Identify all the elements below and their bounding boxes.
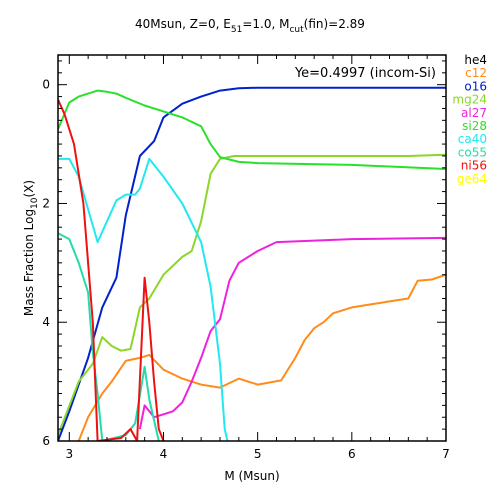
- x-tick-label: 6: [348, 447, 356, 461]
- series-line-ni56: [58, 99, 165, 441]
- legend-item-ni56: ni56: [461, 159, 487, 173]
- legend-item-he4: he4: [464, 53, 487, 67]
- y-tick-label: 4: [42, 315, 50, 329]
- legend-item-o16: o16: [464, 79, 487, 93]
- series-line-mg24: [58, 153, 446, 436]
- legend-item-co55: co55: [458, 145, 487, 159]
- series-line-co55: [58, 232, 160, 441]
- series-line-c12: [77, 273, 446, 441]
- legend-item-ca40: ca40: [458, 132, 487, 146]
- x-tick-label: 3: [65, 447, 73, 461]
- series-line-si28: [58, 89, 446, 170]
- legend-item-si28: si28: [462, 119, 487, 133]
- legend-item-mg24: mg24: [452, 93, 487, 107]
- legend-item-c12: c12: [465, 66, 487, 80]
- ticks-layer: 3 4 5 6 7 0 2 4 6: [42, 55, 450, 461]
- y-tick-label: 2: [42, 196, 50, 210]
- x-axis-label: M (Msun): [224, 469, 279, 483]
- legend-item-al27: al27: [461, 106, 487, 120]
- series-layer: [58, 86, 446, 441]
- series-line-ca40: [58, 157, 229, 441]
- series-line-al27: [138, 236, 446, 430]
- y-axis-label: Mass Fraction Log10(X): [22, 180, 40, 316]
- x-tick-label: 5: [254, 447, 262, 461]
- y-tick-label: 6: [42, 434, 50, 448]
- series-line-o16: [58, 86, 446, 441]
- y-tick-label: 0: [42, 78, 50, 92]
- legend-item-ge64: ge64: [457, 172, 487, 186]
- annotation-ye: Ye=0.4997 (incom-Si): [294, 66, 436, 81]
- x-tick-label: 4: [160, 447, 168, 461]
- chart-title: 40Msun, Z=0, E51=1.0, Mcut(fin)=2.89: [135, 17, 365, 35]
- x-tick-label: 7: [442, 447, 450, 461]
- plot-frame: [57, 54, 447, 442]
